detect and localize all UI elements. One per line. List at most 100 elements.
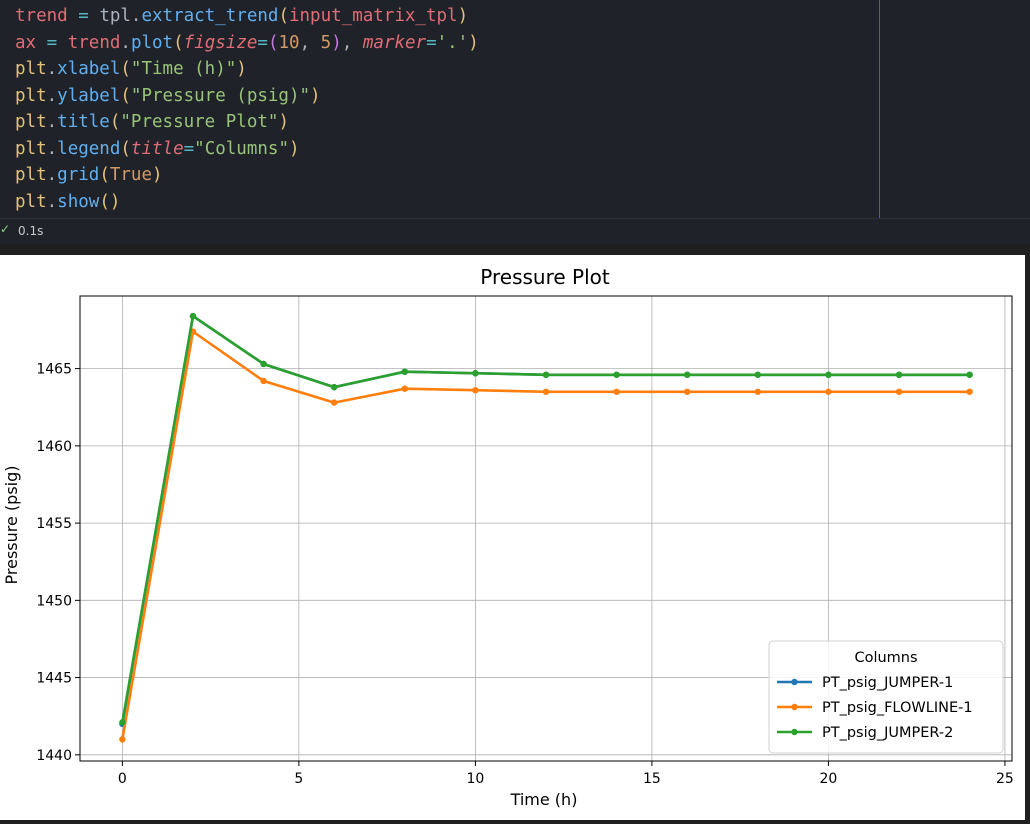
code-line[interactable]: plt.ylabel("Pressure (psig)") [15, 83, 479, 110]
axes-frame [79, 295, 1013, 762]
code-token: "Pressure Plot" [120, 112, 279, 132]
editor-ruler [879, 0, 880, 218]
legend-entry: PT_psig_JUMPER-2 [777, 725, 953, 741]
code-token: ( [120, 59, 131, 79]
code-line[interactable]: plt.show() [15, 189, 479, 216]
code-token: trend [67, 32, 121, 53]
code-token: 10 [278, 32, 300, 53]
code-token: () [99, 191, 121, 212]
code-token: . [46, 138, 58, 159]
data-point [542, 388, 550, 395]
code-token: . [46, 165, 58, 185]
series-PT_psig_JUMPER-2 [119, 312, 973, 726]
y-tick-label: 1450 [36, 593, 72, 609]
data-point [895, 388, 903, 395]
series-lines [119, 312, 973, 743]
data-point [401, 368, 408, 375]
code-token: ( [267, 32, 279, 53]
code-token: = [78, 6, 89, 26]
code-token: "Time (h)" [130, 59, 237, 79]
code-token: 5 [320, 32, 332, 53]
code-token: ) [288, 138, 300, 159]
code-token: ) [152, 165, 163, 185]
code-line[interactable]: trend = tpl.extract_trend(input_matrix_t… [15, 3, 479, 30]
code-token: ( [278, 6, 289, 26]
code-token: = [257, 32, 268, 53]
data-point [472, 387, 479, 394]
data-point [189, 312, 197, 320]
code-token: = [183, 138, 195, 159]
legend-box [768, 640, 1004, 754]
data-point [330, 399, 338, 406]
code-token: ) [468, 32, 479, 53]
code-token [68, 6, 79, 26]
y-tick-label: 1455 [36, 516, 72, 532]
pressure-chart: 0 5 10 15 20 25 1440 1445 1450 1455 1460 1465 Press… [2, 265, 1014, 809]
code-token: ( [120, 85, 131, 106]
check-icon: ✓ [0, 222, 11, 236]
chart-title: Pressure Plot [480, 265, 610, 289]
code-token: plt [15, 191, 47, 212]
cell-status-bar: ✓ 0.1s [0, 218, 1030, 245]
data-point [754, 371, 762, 378]
code-token [36, 33, 47, 53]
code-token: . [46, 191, 58, 212]
ticks: 0 5 10 15 20 25 1440 1445 1450 1455 1460 1465 [36, 362, 1013, 787]
y-axis-label: Pressure (psig) [2, 466, 21, 585]
code-line[interactable]: plt.grid(True) [15, 162, 479, 189]
data-point [260, 377, 267, 385]
code-token: ( [120, 138, 131, 159]
code-line[interactable]: plt.title("Pressure Plot") [15, 109, 479, 136]
x-tick-label: 15 [643, 771, 661, 787]
y-tick-label: 1445 [36, 671, 72, 687]
code-token: "Pressure (psig)" [130, 85, 311, 106]
code-line[interactable]: plt.xlabel("Time (h)") [15, 56, 479, 83]
code-line[interactable]: ax = trend.plot(figsize=(10, 5), marker=… [15, 30, 479, 57]
data-point [330, 383, 338, 391]
code-token: ( [109, 112, 121, 132]
x-tick-label: 10 [466, 771, 484, 787]
code-token: "Columns" [194, 138, 289, 159]
code-token: ) [278, 112, 289, 132]
code-token: plt [15, 59, 47, 79]
code-token: . [46, 59, 58, 79]
y-tick-label: 1440 [36, 748, 72, 764]
data-point [613, 388, 620, 395]
code-token [57, 33, 68, 53]
data-point [472, 370, 479, 377]
code-token: plt [15, 165, 47, 185]
data-point [119, 736, 126, 743]
code-token: figsize [183, 32, 258, 53]
data-point [260, 360, 267, 368]
y-tick-label: 1460 [36, 439, 72, 455]
code-token: ) [457, 6, 469, 26]
code-token: tpl. [88, 6, 142, 26]
execution-time: 0.1s [18, 224, 44, 238]
code-token: , [341, 32, 363, 53]
x-tick-label: 20 [820, 771, 838, 787]
code-token: marker [362, 32, 427, 53]
code-token: grid [57, 165, 100, 185]
code-editor[interactable]: trend = tpl.extract_trend(input_matrix_t… [15, 3, 479, 215]
code-line[interactable]: plt.legend(title="Columns") [15, 136, 479, 163]
code-token: show [57, 191, 100, 212]
code-cell[interactable]: trend = tpl.extract_trend(input_matrix_t… [0, 0, 1030, 218]
code-token: ) [331, 32, 342, 53]
x-axis-label: Time (h) [510, 790, 578, 809]
legend-label: PT_psig_FLOWLINE-1 [822, 700, 973, 716]
code-token: input_matrix_tpl [288, 6, 458, 26]
legend-label: PT_psig_JUMPER-1 [822, 675, 953, 691]
x-tick-label: 0 [118, 771, 127, 787]
code-token: trend [15, 6, 68, 26]
data-point [119, 719, 126, 726]
code-token: plt [15, 112, 47, 132]
code-token: plt [15, 138, 47, 159]
code-token: ylabel [57, 85, 121, 106]
code-token: ) [310, 85, 321, 106]
code-token: = [46, 32, 58, 53]
legend-title: Columns [854, 650, 917, 666]
code-token: xlabel [57, 59, 121, 79]
legend-marker [791, 728, 798, 736]
code-token: ( [99, 165, 110, 185]
legend: Columns PT_psig_JUMPER-1 PT_psig_FLOWLINE-… [768, 640, 1004, 754]
